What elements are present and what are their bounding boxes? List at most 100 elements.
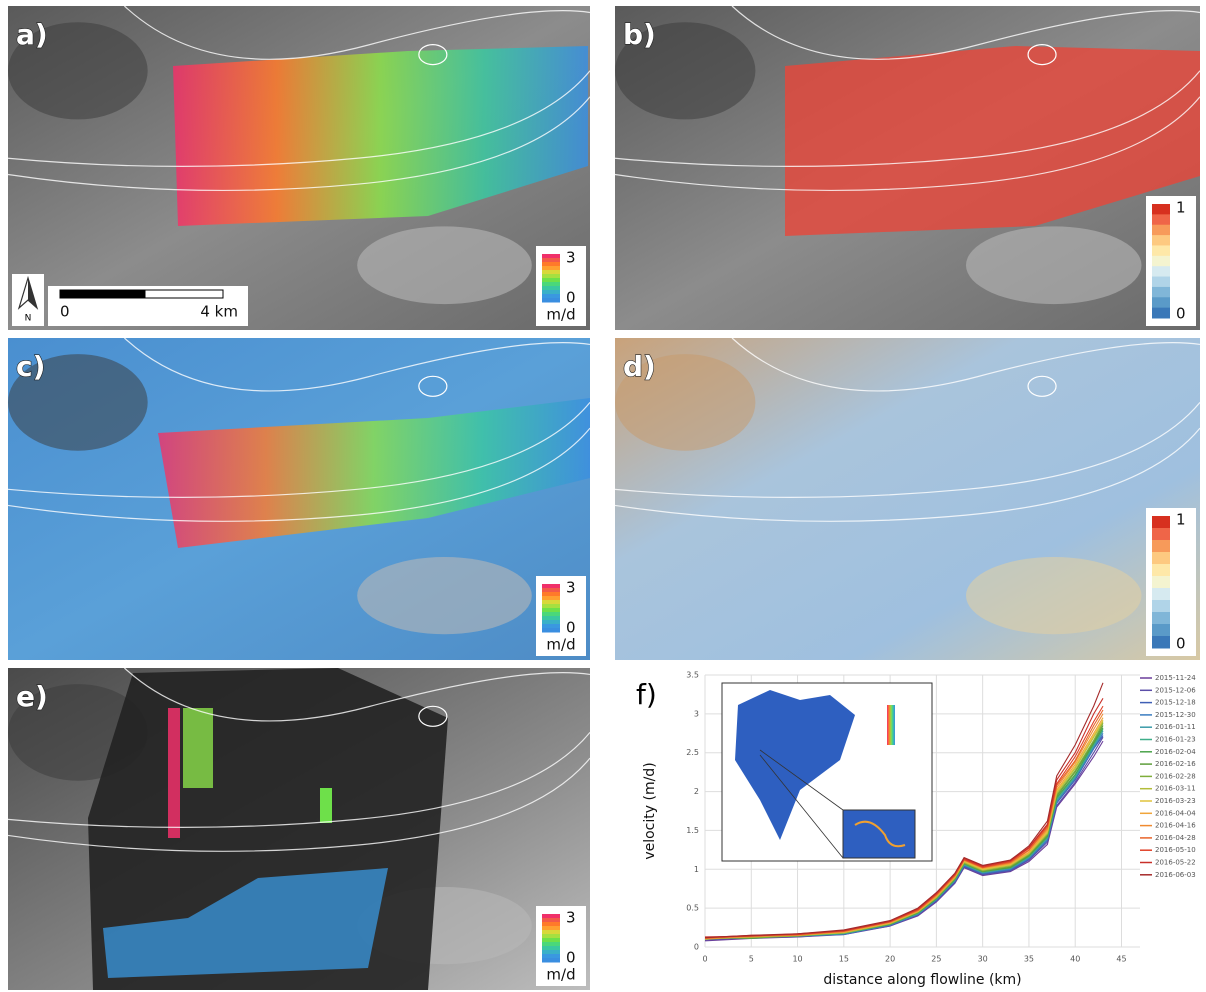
- colorbar-min: 0: [1176, 635, 1186, 653]
- terrain: [357, 226, 532, 304]
- velocity-overlay: [168, 708, 180, 838]
- colorbar-step: [1152, 564, 1170, 577]
- colorbar-unit: m/d: [546, 966, 575, 984]
- colorbar-step: [1152, 245, 1170, 256]
- legend-label: 2016-03-11: [1155, 785, 1196, 793]
- colorbar-step: [542, 290, 560, 295]
- colorbar-step: [542, 592, 560, 597]
- panel-label: f): [636, 678, 657, 711]
- colorbar-step: [542, 282, 560, 287]
- colorbar-step: [1152, 600, 1170, 613]
- legend-label: 2016-03-23: [1155, 797, 1196, 805]
- legend-label: 2016-04-16: [1155, 822, 1196, 830]
- colorbar-step: [542, 270, 560, 275]
- colorbar-step: [542, 298, 560, 303]
- colorbar-step: [542, 600, 560, 605]
- colorbar-unit: m/d: [546, 306, 575, 324]
- y-tick-label: 1.5: [686, 826, 699, 835]
- legend-label: 2016-05-22: [1155, 859, 1196, 867]
- x-tick-label: 20: [885, 955, 895, 964]
- colorbar-step: [542, 262, 560, 267]
- colorbar-step: [1152, 266, 1170, 277]
- x-tick-label: 5: [749, 955, 754, 964]
- legend-label: 2015-11-24: [1155, 674, 1196, 682]
- colorbar-step: [542, 620, 560, 625]
- y-tick-label: 3: [694, 709, 699, 718]
- x-tick-label: 10: [792, 955, 802, 964]
- colorbar-step: [542, 918, 560, 923]
- north-label: N: [25, 314, 32, 324]
- x-tick-label: 25: [931, 955, 941, 964]
- colorbar-step: [542, 604, 560, 609]
- colorbar-step: [1152, 297, 1170, 308]
- colorbar-max: 3: [566, 579, 576, 597]
- colorbar-step: [1152, 308, 1170, 319]
- legend-label: 2016-04-28: [1155, 834, 1196, 842]
- y-tick-label: 2.5: [686, 748, 699, 757]
- colorbar-step: [542, 612, 560, 617]
- y-tick-label: 1: [694, 865, 699, 874]
- y-tick-label: 0.5: [686, 904, 699, 913]
- colorbar-step: [1152, 552, 1170, 565]
- colorbar-step: [542, 294, 560, 299]
- colorbar-step: [542, 942, 560, 947]
- y-axis-label: velocity (m/d): [642, 762, 658, 859]
- colorbar-step: [1152, 204, 1170, 215]
- scale-bar: [145, 290, 223, 298]
- colorbar-step: [542, 274, 560, 279]
- colorbar-step: [1152, 576, 1170, 589]
- scale-end: 4 km: [200, 303, 238, 321]
- y-tick-label: 2: [694, 787, 699, 796]
- terrain: [357, 557, 532, 634]
- legend-label: 2016-01-11: [1155, 723, 1196, 731]
- colorbar-step: [542, 938, 560, 943]
- legend-label: 2016-04-04: [1155, 809, 1196, 817]
- velocity-overlay: [320, 788, 332, 823]
- x-tick-label: 45: [1116, 955, 1126, 964]
- panel-label: d): [623, 350, 656, 383]
- x-tick-label: 30: [978, 955, 988, 964]
- colorbar-min: 0: [1176, 305, 1186, 323]
- legend-label: 2016-02-28: [1155, 772, 1196, 780]
- x-tick-label: 15: [839, 955, 849, 964]
- legend-label: 2016-02-16: [1155, 760, 1196, 768]
- colorbar-step: [542, 584, 560, 589]
- colorbar-step: [542, 934, 560, 939]
- colorbar-step: [1152, 624, 1170, 637]
- figure: a)30m/dN04 kmb)10c)30m/dd)10e)30m/df)00.…: [0, 0, 1206, 992]
- legend-label: 2015-12-18: [1155, 699, 1196, 707]
- inset-zoom: [843, 810, 915, 858]
- colorbar-step: [1152, 214, 1170, 225]
- legend-label: 2016-01-23: [1155, 736, 1196, 744]
- colorbar-max: 3: [566, 249, 576, 267]
- legend-label: 2016-06-03: [1155, 871, 1196, 879]
- scale-bar: [60, 290, 145, 298]
- colorbar-min: 0: [566, 619, 576, 637]
- colorbar-step: [542, 608, 560, 613]
- colorbar-step: [542, 596, 560, 601]
- colorbar-step: [1152, 540, 1170, 553]
- colorbar-step: [542, 624, 560, 629]
- colorbar-step: [1152, 612, 1170, 625]
- legend-label: 2015-12-06: [1155, 686, 1196, 694]
- x-tick-label: 0: [702, 955, 707, 964]
- colorbar-max: 3: [566, 909, 576, 927]
- x-tick-label: 35: [1024, 955, 1034, 964]
- colorbar-step: [542, 254, 560, 259]
- colorbar-step: [542, 258, 560, 263]
- legend-label: 2016-02-04: [1155, 748, 1196, 756]
- colorbar-step: [542, 946, 560, 951]
- legend-label: 2016-05-10: [1155, 846, 1196, 854]
- panel-label: c): [16, 350, 45, 383]
- velocity-overlay: [183, 708, 213, 788]
- colorbar-min: 0: [566, 949, 576, 967]
- y-tick-label: 3.5: [686, 671, 699, 680]
- inset-colorbar: [887, 705, 895, 745]
- colorbar-step: [542, 930, 560, 935]
- x-tick-label: 40: [1070, 955, 1080, 964]
- colorbar-step: [1152, 256, 1170, 267]
- colorbar-step: [542, 958, 560, 963]
- legend-label: 2015-12-30: [1155, 711, 1196, 719]
- colorbar-min: 0: [566, 289, 576, 307]
- scale-start: 0: [60, 303, 70, 321]
